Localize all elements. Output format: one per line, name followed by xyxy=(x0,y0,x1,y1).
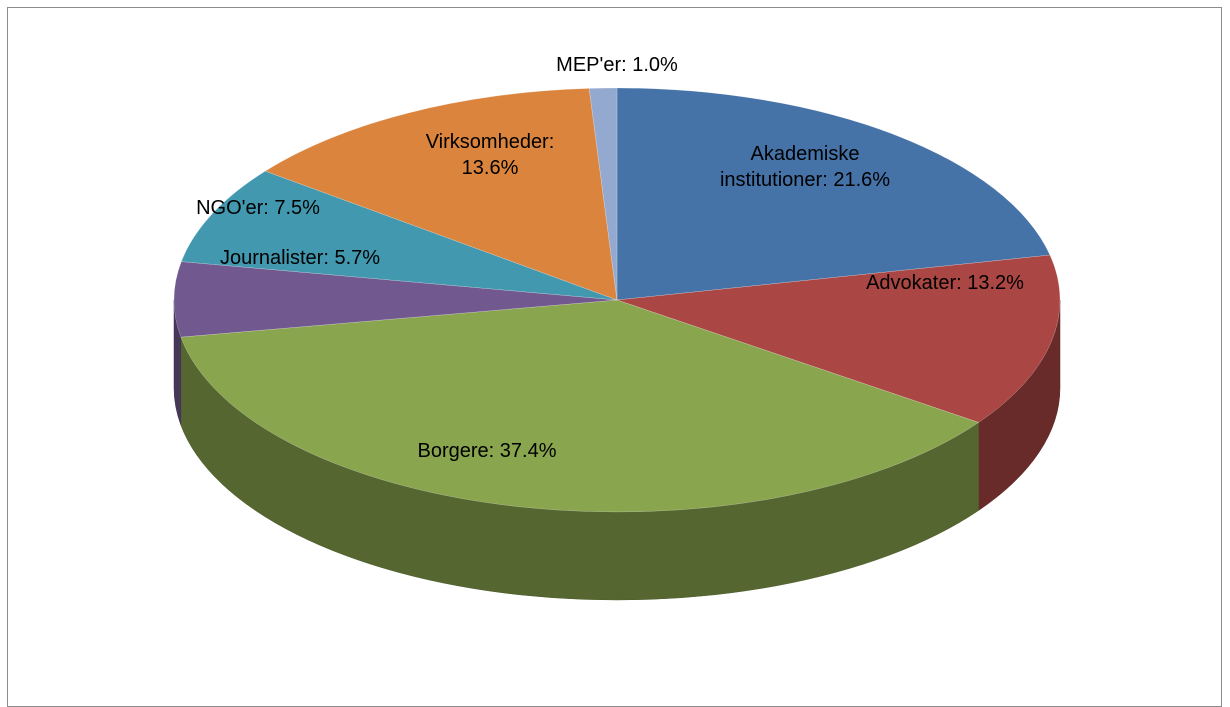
slice xyxy=(264,88,618,301)
slice xyxy=(180,299,980,513)
data-label: Akademiske institutioner: 21.6% xyxy=(719,143,891,191)
data-label: Virksomheder: 13.6% xyxy=(425,131,555,179)
data-label: Journalister: 5.7% xyxy=(219,247,381,269)
data-label: MEP'er: 1.0% xyxy=(556,54,678,76)
slice xyxy=(173,261,618,338)
data-label: Advokater: 13.2% xyxy=(866,272,1024,294)
slice xyxy=(180,170,618,301)
slice xyxy=(616,254,1061,423)
data-label: NGO'er: 7.5% xyxy=(196,197,320,219)
data-label: Borgere: 37.4% xyxy=(417,440,557,462)
chart xyxy=(173,87,1061,601)
slice xyxy=(616,87,1051,301)
slice xyxy=(588,87,618,301)
page: Akademiske institutioner: 21.6% Advokater… xyxy=(7,7,1222,707)
